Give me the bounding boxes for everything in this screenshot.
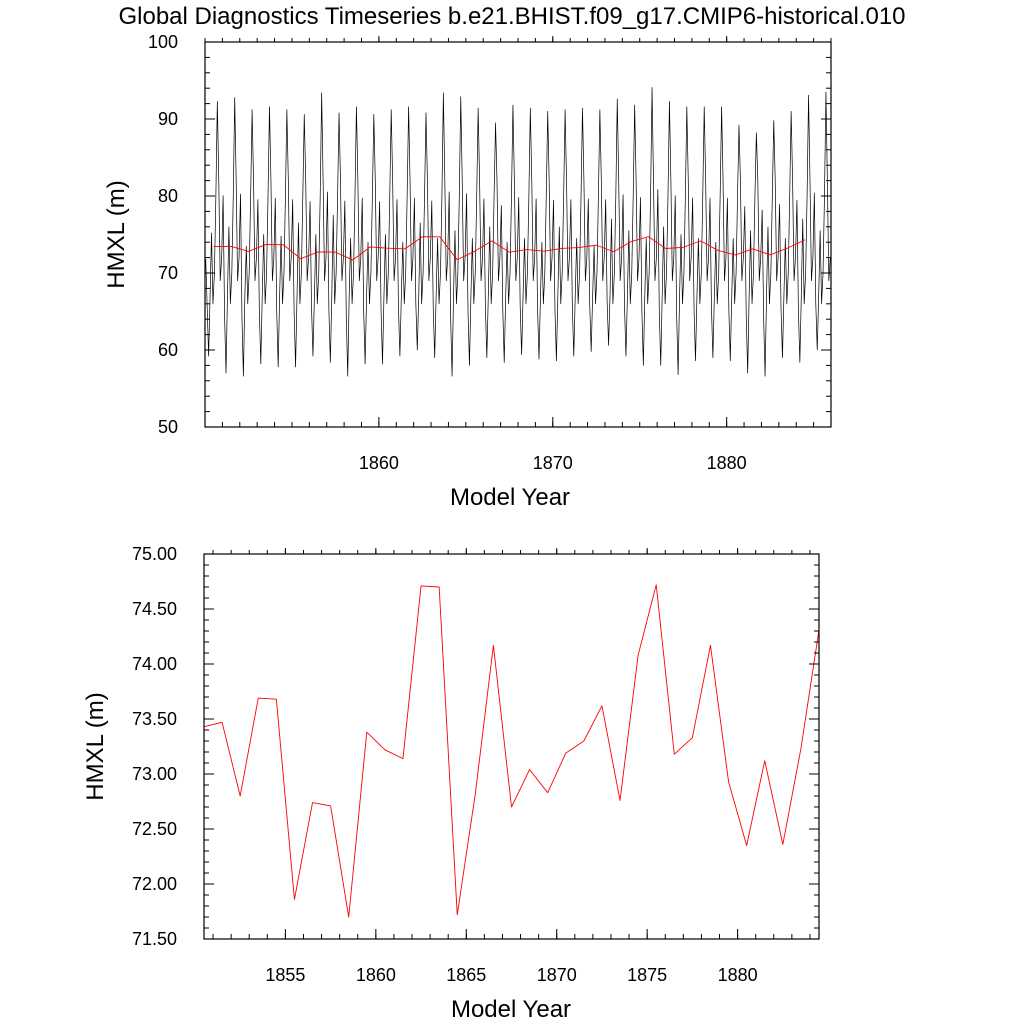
top-plot-xtick-label: 1860 (359, 453, 399, 473)
bottom-plot-series (203, 584, 820, 918)
bottom-plot-xtick-label: 1880 (718, 965, 758, 985)
bottom-plot-ytick-label: 72.50 (132, 819, 177, 839)
top-plot-xlabel: Model Year (450, 484, 570, 511)
bottom-plot-ytick-label: 72.00 (132, 874, 177, 894)
top-panel: 50 60 70 80 90 100 1860 1870 1880 Model Year HMX… (103, 32, 832, 511)
top-plot-series (205, 87, 831, 377)
top-plot-ytick-label: 70 (158, 263, 178, 283)
top-plot-monthly-series-line (205, 87, 831, 377)
bottom-panel: 71.50 72.00 72.50 73.00 73.50 74.00 74.50 75.00… (82, 544, 820, 1023)
top-plot-ytick-label: 90 (158, 109, 178, 129)
bottom-plot-xtick-label: 1855 (265, 965, 305, 985)
top-plot-ytick-label: 80 (158, 186, 178, 206)
top-plot-xtick-label: 1880 (707, 453, 747, 473)
top-plot-annual-series-line (213, 236, 806, 261)
top-plot-ylabel: HMXL (m) (103, 180, 130, 288)
bottom-plot-xtick-label: 1865 (446, 965, 486, 985)
top-plot-ytick-label: 100 (148, 32, 178, 52)
bottom-plot-annual-series-line (203, 584, 820, 918)
bottom-plot-xlabel: Model Year (451, 996, 571, 1023)
bottom-plot-xtick-label: 1870 (537, 965, 577, 985)
top-plot-ticks: 50 60 70 80 90 100 1860 1870 1880 (148, 32, 832, 473)
top-plot-ytick-label: 50 (158, 417, 178, 437)
top-plot-ytick-label: 60 (158, 340, 178, 360)
bottom-plot-ytick-label: 75.00 (132, 544, 177, 564)
bottom-plot-xtick-label: 1875 (627, 965, 667, 985)
bottom-plot-ytick-label: 73.50 (132, 709, 177, 729)
bottom-plot-ylabel: HMXL (m) (82, 692, 109, 800)
bottom-plot-ytick-label: 73.00 (132, 764, 177, 784)
top-plot-xtick-label: 1870 (533, 453, 573, 473)
bottom-plot-frame (203, 553, 820, 940)
bottom-plot-xtick-label: 1860 (356, 965, 396, 985)
figure-title: Global Diagnostics Timeseries b.e21.BHIS… (118, 3, 905, 30)
bottom-plot-ytick-label: 74.50 (132, 599, 177, 619)
bottom-plot-ticks: 71.50 72.00 72.50 73.00 73.50 74.00 74.50 75.00… (132, 544, 819, 985)
bottom-plot-ytick-label: 71.50 (132, 929, 177, 949)
bottom-plot-ytick-label: 74.00 (132, 654, 177, 674)
